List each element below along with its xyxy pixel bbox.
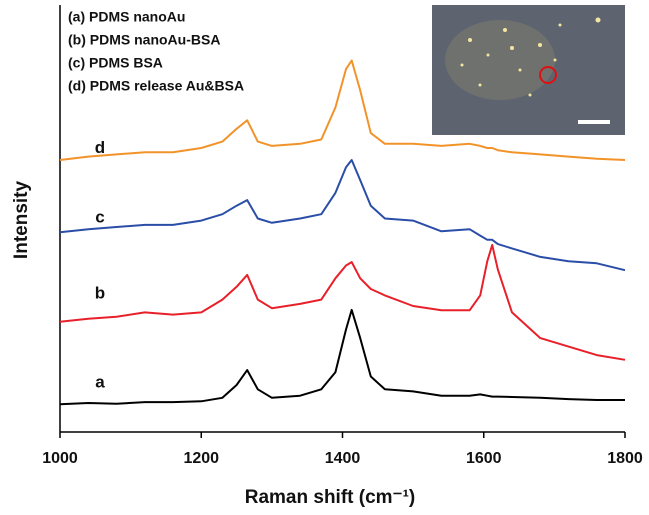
x-axis-label: Raman shift (cm⁻¹) [245, 487, 416, 508]
series-label: c [95, 208, 104, 227]
inset-image [432, 5, 625, 135]
spectrum-line [59, 159, 626, 272]
x-tick-label: 1200 [183, 450, 219, 467]
x-tick-label: 1600 [466, 450, 502, 467]
legend-entry: (d) PDMS release Au&BSA [68, 78, 244, 94]
inset-glow [445, 20, 555, 100]
series-label: b [95, 283, 105, 302]
x-tick-label: 1400 [325, 450, 361, 467]
inset-speckles [460, 17, 601, 97]
spectrum-line [59, 244, 626, 361]
legend-entry: (a) PDMS nanoAu [68, 9, 185, 25]
y-axis-label: Intensity [11, 181, 32, 260]
legend-entry: (b) PDMS nanoAu-BSA [68, 32, 220, 48]
inset-marker [539, 66, 557, 84]
x-tick-label: 1800 [607, 450, 643, 467]
spectrum-line [59, 308, 625, 406]
x-tick-label: 1000 [42, 450, 78, 467]
legend-entry: (c) PDMS BSA [68, 55, 163, 71]
spectrum-line [59, 59, 626, 161]
series-label: d [95, 138, 105, 157]
series-label: a [95, 372, 105, 391]
